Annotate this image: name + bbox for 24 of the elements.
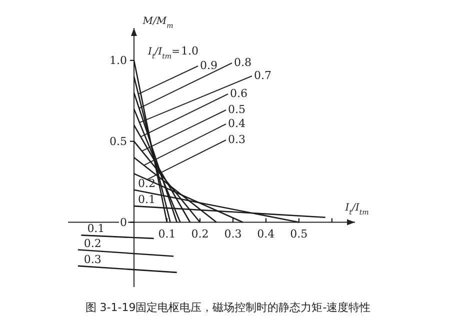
y-axis-title: M/M$_{m}$ — [142, 16, 174, 30]
y-tick-label: 1.0 — [109, 54, 127, 67]
x-axis-title: I$_{t}$/I$_{tm}$ — [344, 202, 370, 216]
x-tick-label: 0.1 — [158, 227, 176, 240]
text: 图 3-1-19固定电枢电压，磁场控制时的静态力矩-速度特性 — [85, 301, 371, 314]
y-tick-label: 0 — [120, 216, 127, 229]
x-tick-label: 0.2 — [191, 227, 209, 240]
y-tick-label: 0.5 — [109, 134, 127, 148]
x-tick-label: 0.4 — [257, 227, 275, 240]
text: 0.4 — [228, 117, 246, 130]
text: 0.7 — [254, 69, 272, 82]
series-label: 0.2 — [84, 236, 102, 250]
series-label: 0.1 — [138, 193, 156, 206]
text: 0.3 — [228, 133, 246, 146]
text: 0.5 — [228, 103, 246, 116]
text: 0.9 — [200, 59, 218, 72]
x-tick-label: 0.3 — [224, 227, 242, 240]
text: 1.0 — [180, 44, 198, 58]
series-label: 0.3 — [84, 252, 102, 266]
text: 0.8 — [234, 56, 252, 69]
series-label: 0.2 — [138, 176, 156, 190]
legend-title: I$_{t}$/I$_{tm}$= — [147, 46, 180, 60]
text: 0.6 — [230, 87, 248, 100]
x-tick-label: 0.5 — [290, 227, 308, 240]
